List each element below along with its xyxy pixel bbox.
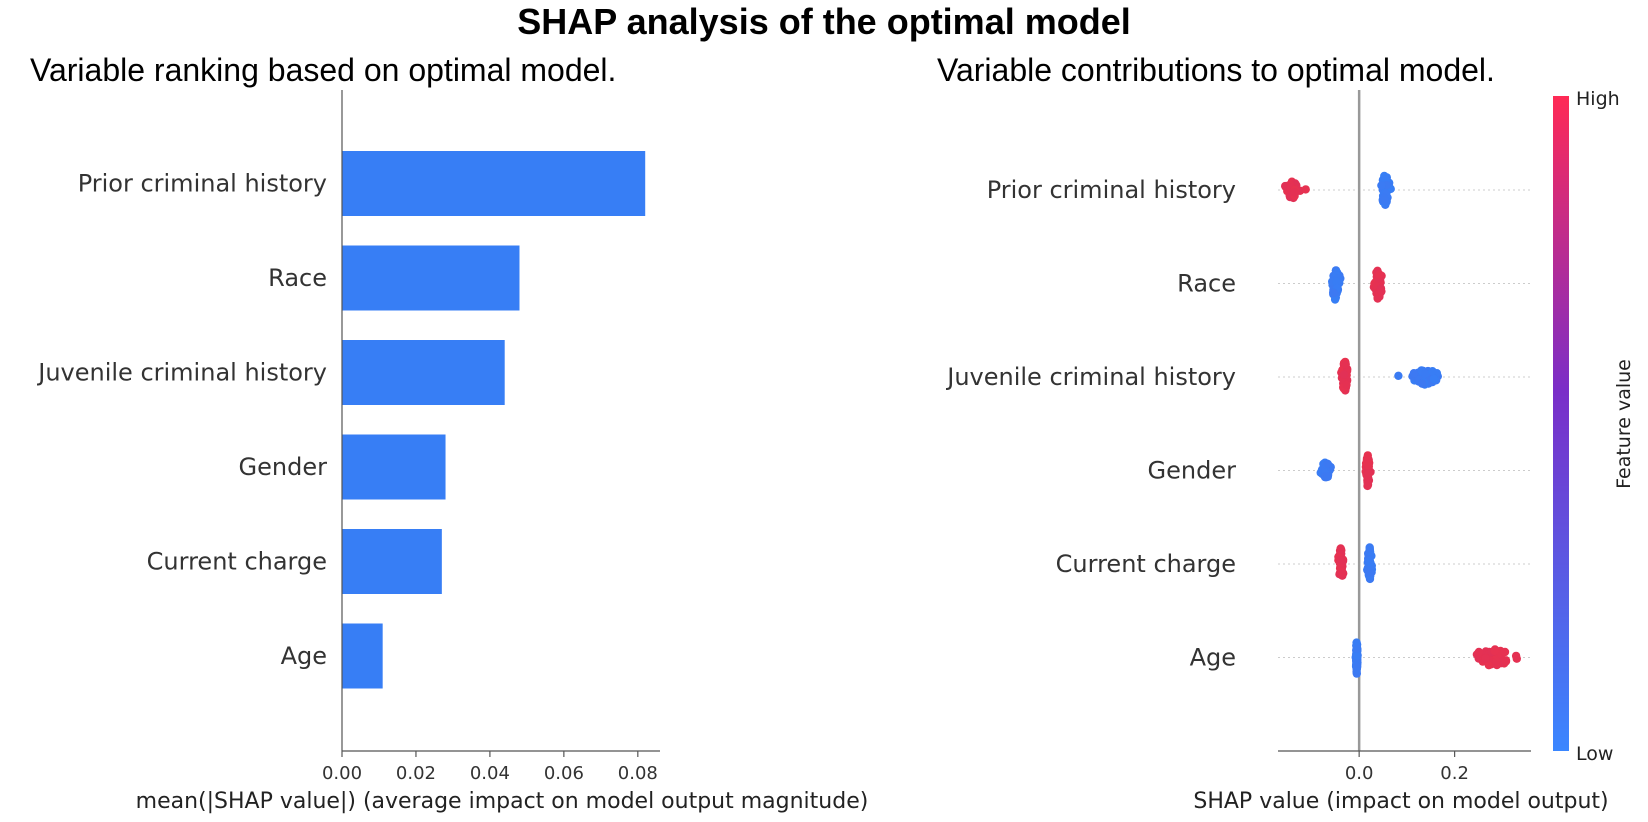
category-label-prior-criminal-history: Prior criminal history (78, 170, 327, 198)
shap-dot (1418, 379, 1427, 388)
shap-dot (1353, 651, 1362, 660)
beeswarm-x-axis-title: SHAP value (impact on model output) (1193, 789, 1608, 814)
bar-x-tick-label: 0.04 (470, 763, 510, 784)
shap-dot (1481, 654, 1490, 663)
beeswarm-x-tick-label: 0.0 (1345, 763, 1374, 784)
bar-x-tick-label: 0.08 (618, 763, 658, 784)
dot-cluster-juvenile-criminal-history-high (1337, 357, 1352, 395)
shap-dot (1332, 277, 1341, 286)
bar-chart-subtitle: Variable ranking based on optimal model. (30, 52, 617, 88)
shap-dot (1342, 380, 1351, 390)
dot-cluster-race-high (1369, 266, 1386, 303)
colorbar-low-label: Low (1576, 743, 1613, 765)
feature-label-prior-criminal-history: Prior criminal history (987, 176, 1236, 204)
dot-cluster-gender-low (1316, 458, 1335, 482)
dot-cluster-current-charge-low (1363, 543, 1377, 584)
dot-cluster-gender-high (1361, 451, 1375, 491)
dot-cluster-age-high (1472, 645, 1522, 670)
shap-dot (1323, 472, 1333, 481)
feature-label-race: Race (1177, 270, 1236, 298)
shap-dot (1511, 651, 1521, 661)
bar-prior-criminal-history (342, 151, 646, 216)
colorbar: High Low Feature value (1553, 88, 1635, 765)
beeswarm-x-tick-label: 0.2 (1440, 763, 1469, 784)
beeswarm-chart-subtitle: Variable contributions to optimal model. (937, 52, 1495, 88)
main-title: SHAP analysis of the optimal model (517, 1, 1131, 42)
shap-dot (1336, 555, 1345, 565)
bar-race (342, 245, 520, 311)
shap-dot (1375, 270, 1384, 279)
shap-dot (1364, 461, 1374, 471)
shap-dot (1490, 646, 1499, 656)
feature-label-juvenile-criminal-history: Juvenile criminal history (945, 363, 1236, 391)
shap-dot (1363, 451, 1373, 460)
dot-cluster-juvenile-criminal-history-low (1394, 366, 1443, 389)
bar-gender (342, 434, 446, 500)
category-label-age: Age (281, 642, 327, 670)
shap-dot (1341, 360, 1350, 369)
bar-x-tick-label: 0.00 (322, 763, 362, 784)
colorbar-title: Feature value (1613, 359, 1635, 489)
feature-label-current-charge: Current charge (1056, 550, 1236, 578)
colorbar-gradient (1553, 96, 1569, 751)
dot-cluster-age-low (1351, 638, 1362, 678)
category-label-current-charge: Current charge (147, 548, 327, 576)
shap-dot (1394, 371, 1403, 380)
feature-label-gender: Gender (1148, 457, 1237, 485)
shap-dot (1363, 469, 1373, 478)
shap-dot (1353, 644, 1362, 653)
category-label-gender: Gender (239, 453, 328, 481)
shap-dot (1290, 188, 1299, 197)
bar-x-tick-label: 0.02 (396, 763, 436, 784)
bar-juvenile-criminal-history (342, 340, 505, 405)
bar-chart: Prior criminal history Race Juvenile crimi… (36, 90, 868, 814)
dot-cluster-race-low (1328, 266, 1345, 304)
shap-dot (1429, 374, 1439, 384)
shap-dot (1365, 556, 1375, 565)
category-label-race: Race (268, 264, 327, 292)
shap-dot (1365, 568, 1375, 578)
shap-dot (1377, 287, 1386, 296)
shap-dot (1380, 196, 1389, 205)
colorbar-high-label: High (1576, 88, 1620, 110)
bar-x-tick-label: 0.06 (544, 763, 584, 784)
dot-cluster-current-charge-high (1334, 544, 1348, 580)
feature-label-age: Age (1190, 644, 1236, 672)
shap-dot (1363, 479, 1373, 488)
bar-x-axis-title: mean(|SHAP value|) (average impact on mo… (136, 789, 869, 814)
shap-dot (1330, 295, 1340, 304)
shap-dot (1377, 181, 1386, 190)
category-label-juvenile-criminal-history: Juvenile criminal history (36, 359, 327, 387)
shap-dot (1409, 369, 1419, 378)
bar-age (342, 623, 383, 689)
shap-dot (1365, 543, 1374, 552)
shap-dot (1474, 647, 1484, 657)
beeswarm-chart: Prior criminal history Race Juvenile crimi… (945, 90, 1609, 814)
bar-current-charge (342, 529, 442, 594)
shap-dot (1492, 660, 1502, 670)
shap-dot (1353, 662, 1362, 671)
dot-cluster-prior-criminal-history-low (1377, 171, 1395, 209)
shap-dot (1337, 569, 1346, 579)
shap-dot (1329, 288, 1338, 298)
shap-dot (1323, 459, 1332, 469)
shap-dot (1420, 369, 1430, 379)
shap-dot (1501, 657, 1511, 666)
shap-dot (1428, 367, 1437, 376)
dot-cluster-prior-criminal-history-high (1281, 177, 1310, 203)
shap-dot (1500, 647, 1510, 657)
shap-dot (1336, 544, 1345, 553)
shap-dot (1339, 370, 1349, 379)
